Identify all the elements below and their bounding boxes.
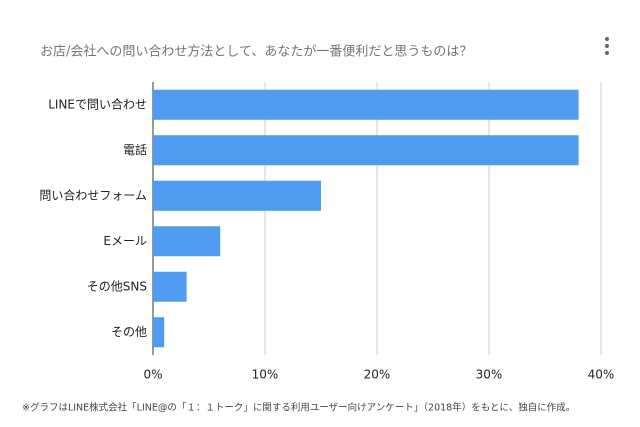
footnote: ※グラフはLINE株式会社「LINE@の「１：１トーク」に関する利用ユーザー向け… [22,402,575,414]
bar [153,271,187,302]
x-tick-label: 10% [252,368,279,382]
y-tick-label: その他SNS [87,279,147,293]
bar [153,317,165,348]
x-tick-label: 30% [476,368,503,382]
y-tick-label: Eメール [103,234,147,248]
bar [153,135,579,166]
bar [153,226,221,257]
y-tick-label: 電話 [123,142,147,157]
chart-title: お店/会社への問い合わせ方法として、あなたが一番便利だと思うものは？ [40,44,472,60]
menu-icon[interactable] [605,37,609,55]
bar [153,89,579,120]
x-tick-label: 0% [143,368,162,382]
y-tick-label: LINEで問い合わせ [48,96,147,111]
y-tick-label: 問い合わせフォーム [39,187,147,202]
x-tick-label: 20% [364,368,391,382]
y-tick-label: その他 [111,325,147,339]
x-tick-label: 40% [588,368,615,382]
bar [153,180,321,211]
